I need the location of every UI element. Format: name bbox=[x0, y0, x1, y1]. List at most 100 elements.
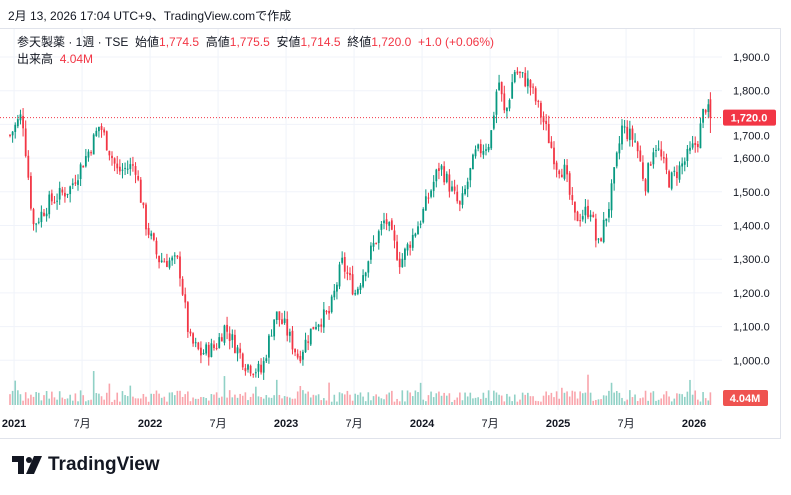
candle-body bbox=[417, 226, 419, 235]
volume-bar bbox=[453, 399, 456, 405]
candle-body bbox=[288, 331, 291, 336]
volume-bar bbox=[642, 397, 644, 405]
y-tick-label: 1,800.0 bbox=[733, 86, 770, 98]
candle-body bbox=[158, 255, 160, 263]
candle-body bbox=[600, 238, 602, 242]
candle-body bbox=[315, 326, 317, 330]
volume-bar bbox=[171, 392, 173, 405]
candle-body bbox=[673, 170, 676, 172]
candle-body bbox=[560, 174, 563, 178]
volume-bar bbox=[563, 392, 566, 405]
volume-bar bbox=[647, 400, 649, 405]
volume-bar bbox=[704, 398, 707, 405]
candle-body bbox=[689, 147, 691, 151]
volume-bar bbox=[466, 396, 469, 405]
candle-body bbox=[694, 142, 697, 146]
volume-bar bbox=[359, 392, 362, 405]
volume-bar bbox=[537, 401, 540, 405]
candle-body bbox=[236, 347, 239, 354]
volume-bar bbox=[490, 401, 493, 405]
candle-body bbox=[330, 296, 333, 313]
volume-bar bbox=[364, 401, 367, 405]
volume-bar bbox=[702, 392, 704, 405]
volume-bar bbox=[440, 395, 443, 405]
candle-body bbox=[681, 163, 684, 167]
volume-bar bbox=[160, 397, 163, 405]
candle-body bbox=[670, 172, 673, 189]
candle-body bbox=[380, 224, 383, 230]
volume-bar bbox=[179, 390, 181, 405]
high-value: 1,775.5 bbox=[229, 35, 270, 49]
candle-body bbox=[547, 123, 550, 144]
candle-body bbox=[194, 342, 197, 344]
volume-bar bbox=[56, 399, 58, 405]
volume-bar bbox=[168, 392, 171, 405]
candle-body bbox=[210, 343, 213, 357]
volume-bar bbox=[479, 398, 482, 405]
volume-bar bbox=[605, 395, 608, 405]
volume-bar bbox=[587, 374, 589, 405]
candle-body bbox=[129, 164, 132, 170]
volume-bar bbox=[516, 401, 519, 405]
candle-body bbox=[503, 93, 506, 111]
candle-body bbox=[48, 194, 51, 215]
volume-bar bbox=[527, 392, 529, 405]
volume-bar bbox=[550, 392, 553, 405]
volume-bar bbox=[377, 396, 380, 405]
volume-bar bbox=[207, 400, 210, 405]
volume-bar bbox=[354, 393, 357, 405]
x-tick-label: 7月 bbox=[346, 418, 363, 430]
candle-body bbox=[103, 129, 106, 133]
volume-bar bbox=[621, 397, 623, 405]
volume-bar bbox=[189, 401, 192, 405]
volume-bar bbox=[37, 392, 40, 405]
candle-body bbox=[239, 348, 242, 353]
volume-bar bbox=[132, 396, 134, 405]
candle-body bbox=[77, 180, 79, 185]
volume-bar bbox=[508, 396, 511, 405]
candle-body bbox=[359, 285, 362, 290]
last-volume-badge bbox=[723, 390, 768, 406]
candle-body bbox=[296, 353, 299, 358]
candle-body bbox=[691, 143, 694, 148]
x-tick-label: 2024 bbox=[410, 418, 435, 430]
symbol-title[interactable]: 参天製薬 · 1週 · TSE bbox=[17, 35, 129, 49]
candle-body bbox=[142, 202, 145, 206]
volume-bar bbox=[129, 385, 132, 405]
volume-bar bbox=[333, 394, 336, 405]
volume-bar bbox=[474, 397, 477, 405]
volume-bar bbox=[707, 400, 710, 405]
candle-body bbox=[278, 311, 281, 321]
candle-body bbox=[393, 230, 396, 241]
tradingview-logo[interactable]: TradingView bbox=[12, 454, 160, 476]
volume-bar bbox=[521, 392, 524, 405]
candle-body bbox=[19, 114, 22, 121]
candle-body bbox=[367, 261, 370, 273]
candle-body bbox=[231, 334, 234, 341]
volume-bar bbox=[464, 392, 466, 405]
candle-body bbox=[215, 347, 218, 349]
candle-body bbox=[370, 245, 372, 260]
volume-bar bbox=[155, 390, 158, 405]
candle-body bbox=[375, 242, 378, 244]
volume-bar bbox=[665, 391, 668, 405]
volume-bar bbox=[579, 391, 581, 405]
candle-body bbox=[98, 126, 100, 132]
candle-body bbox=[704, 109, 707, 113]
volume-bar bbox=[639, 398, 642, 405]
volume-bar bbox=[435, 393, 438, 405]
candle-body bbox=[506, 107, 508, 112]
candle-body bbox=[665, 157, 668, 170]
logo-text: TradingView bbox=[48, 454, 160, 475]
candle-body bbox=[218, 337, 221, 348]
volume-bar bbox=[534, 400, 537, 405]
volume-bar bbox=[618, 392, 621, 405]
candle-body bbox=[385, 219, 388, 225]
volume-bar bbox=[85, 401, 87, 405]
volume-bar bbox=[500, 395, 503, 405]
candle-body bbox=[207, 344, 210, 358]
candle-body bbox=[294, 348, 296, 353]
volume-bar bbox=[370, 400, 372, 405]
